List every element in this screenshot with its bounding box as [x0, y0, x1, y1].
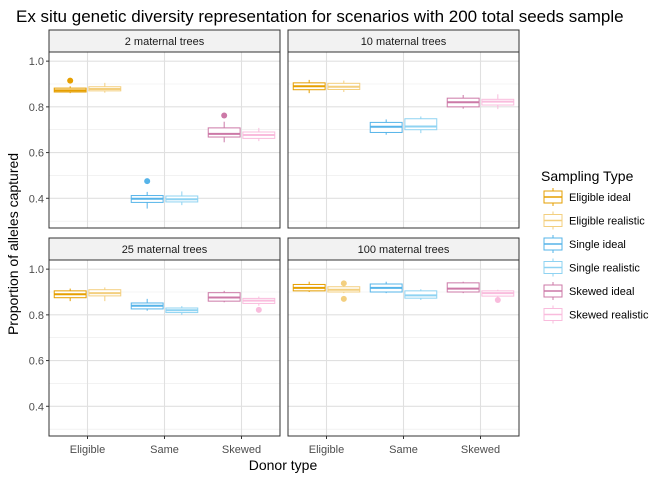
facet-panel: 2 maternal trees 0.4 0.6 0.8 1.0	[29, 29, 281, 229]
facet-strip-label: 100 maternal trees	[358, 244, 450, 256]
legend-item: Eligible realistic	[543, 211, 645, 230]
outlier-point	[221, 112, 228, 119]
facet-strip-label: 2 maternal trees	[125, 36, 205, 48]
legend-item-label: Eligible realistic	[569, 216, 645, 228]
y-axis-label: Proportion of alleles captured	[5, 153, 21, 335]
y-tick-label: 0.4	[29, 193, 44, 205]
y-tick-label: 0.4	[29, 401, 44, 413]
legend-title: Sampling Type	[541, 168, 634, 184]
outlier-point	[494, 297, 501, 303]
y-tick-label: 1.0	[29, 264, 44, 276]
y-tick-label: 0.6	[29, 148, 44, 160]
facet-panel: 25 maternal trees 0.4 0.6 0.8 1.0 Eligible Sam…	[29, 237, 281, 456]
boxplot-box	[207, 290, 241, 303]
legend-item: Skewed ideal	[543, 282, 634, 300]
legend-item-label: Eligible ideal	[569, 192, 631, 204]
boxplot-box	[292, 281, 326, 292]
facet-strip-label: 25 maternal trees	[122, 244, 208, 256]
boxplot-box	[207, 112, 241, 143]
legend: Sampling Type Eligible ideal Eligible rea…	[541, 168, 649, 324]
boxplot-box	[446, 281, 480, 294]
boxplot-box	[481, 94, 515, 110]
boxplot-box	[88, 287, 122, 302]
x-tick-label: Same	[389, 444, 418, 456]
facet-panels: 2 maternal trees 0.4 0.6 0.8 1.0 10 maternal …	[29, 29, 520, 456]
x-tick-label: Eligible	[309, 444, 344, 456]
boxplot-box	[327, 280, 361, 302]
boxplot-box	[446, 94, 480, 109]
outlier-point	[144, 178, 151, 185]
boxplot-box	[88, 82, 122, 93]
y-tick-label: 1.0	[29, 56, 44, 68]
boxplot-box	[404, 116, 438, 134]
boxplot-box	[404, 289, 438, 300]
legend-item-label: Skewed realistic	[569, 310, 649, 322]
x-tick-label: Skewed	[461, 444, 500, 456]
legend-item: Skewed realistic	[543, 305, 649, 324]
boxplot-box	[369, 119, 403, 135]
facet-panel: 10 maternal trees	[287, 29, 520, 229]
boxplot-box	[242, 127, 276, 142]
panel-border	[48, 51, 281, 229]
iqr-box	[207, 127, 241, 138]
x-tick-label: Same	[150, 444, 179, 456]
boxplot-box	[53, 288, 87, 302]
legend-items: Eligible ideal Eligible realistic Single i…	[543, 188, 649, 324]
outlier-point	[255, 306, 262, 313]
boxplot-box	[327, 80, 361, 92]
panel-border	[287, 51, 520, 229]
legend-item-label: Single ideal	[569, 239, 626, 251]
x-tick-label: Eligible	[70, 444, 105, 456]
legend-item-label: Single realistic	[569, 263, 640, 275]
legend-item: Single realistic	[543, 258, 640, 277]
y-tick-label: 0.6	[29, 356, 44, 368]
boxplot-box	[53, 77, 87, 94]
boxplot-box	[242, 296, 276, 313]
y-tick-label: 0.8	[29, 102, 44, 114]
iqr-box	[446, 282, 480, 293]
boxplot-box	[481, 289, 515, 303]
boxplot-box	[165, 191, 199, 206]
boxplot-box	[165, 306, 199, 315]
outlier-point	[340, 295, 347, 302]
legend-item-label: Skewed ideal	[569, 286, 634, 298]
chart-title: Ex situ genetic diversity representation…	[16, 7, 624, 26]
outlier-point	[340, 280, 347, 287]
facet-strip-label: 10 maternal trees	[361, 36, 447, 48]
boxplot-box	[292, 79, 326, 94]
x-tick-label: Skewed	[222, 444, 261, 456]
boxplot-box	[369, 281, 403, 294]
boxplot-box	[130, 298, 164, 311]
boxplot-box	[130, 178, 164, 209]
outlier-point	[67, 77, 74, 84]
legend-item: Single ideal	[543, 235, 626, 253]
y-tick-label: 0.8	[29, 310, 44, 322]
facet-panel: 100 maternal trees Eligible Same Skewed	[287, 237, 520, 456]
x-axis-label: Donor type	[249, 457, 318, 473]
legend-item: Eligible ideal	[543, 188, 631, 206]
iqr-box	[404, 118, 438, 131]
